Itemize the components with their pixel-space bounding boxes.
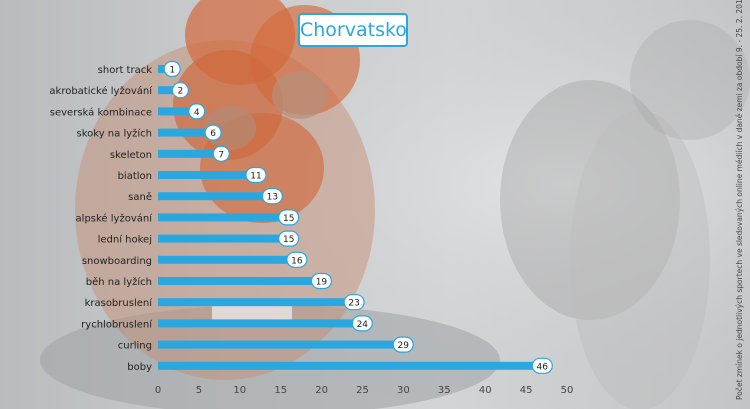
data-label: 11 [250, 172, 261, 182]
bar [158, 86, 175, 95]
value-badge [278, 209, 300, 226]
x-tick-label: 50 [561, 385, 574, 396]
value-badge [171, 82, 189, 99]
value-badge [163, 60, 181, 78]
x-tick-label: 30 [397, 385, 410, 396]
data-label: 1 [169, 66, 175, 76]
data-label: 16 [291, 256, 303, 266]
value-badge [188, 103, 206, 120]
data-label: 19 [316, 278, 328, 288]
category-label: short track [98, 65, 153, 76]
category-label: akrobatické lyžování [49, 85, 153, 97]
bar [158, 128, 208, 137]
data-label: 23 [348, 299, 359, 309]
category-label: severská kombinace [50, 106, 152, 118]
category-label: alpské lyžování [76, 212, 154, 224]
x-tick-label: 35 [438, 385, 451, 396]
bar [158, 192, 265, 201]
bar [158, 298, 347, 307]
bar [158, 65, 167, 73]
bar [158, 107, 191, 116]
bar [158, 149, 216, 158]
bar [158, 234, 281, 243]
bar [158, 171, 248, 179]
x-tick-label: 45 [520, 385, 533, 396]
category-label: curling [118, 341, 152, 352]
x-tick-label: 10 [233, 385, 246, 396]
data-label: 2 [177, 87, 183, 97]
value-badge [212, 145, 230, 162]
data-label: 7 [218, 150, 224, 160]
x-tick-label: 5 [196, 385, 202, 396]
data-label: 15 [283, 214, 294, 224]
bar [158, 277, 314, 285]
value-badge [392, 336, 414, 353]
value-badge [245, 166, 267, 184]
category-label: běh na lyžích [86, 276, 152, 288]
data-label: 29 [397, 341, 409, 351]
x-tick-label: 25 [356, 385, 369, 396]
data-label: 15 [283, 235, 294, 245]
bar [158, 361, 535, 370]
value-badge [531, 357, 553, 374]
category-label: saně [128, 191, 152, 203]
category-label: boby [127, 362, 152, 373]
x-tick-label: 0 [155, 385, 161, 396]
value-badge [204, 124, 222, 141]
data-label: 6 [210, 129, 216, 139]
category-label: rychlobruslení [81, 318, 153, 330]
data-label: 13 [267, 193, 278, 203]
data-label: 46 [537, 362, 549, 372]
category-label: snowboarding [82, 256, 152, 267]
category-label: skeleton [110, 150, 152, 161]
bar [158, 340, 396, 349]
value-badge [351, 315, 373, 332]
category-label: lední hokej [98, 234, 152, 246]
source-annotation: Počet zmínek o jednotlivých sportech ve … [735, 0, 744, 400]
x-tick-label: 40 [479, 385, 492, 396]
chart-title: Chorvatsko [298, 13, 408, 47]
data-label: 4 [194, 108, 200, 118]
category-label: skoky na lyžích [77, 128, 153, 140]
value-badge [286, 251, 308, 268]
category-label: krasobruslení [85, 297, 154, 309]
value-badge [343, 294, 365, 311]
x-tick-label: 20 [315, 385, 328, 396]
category-label: biatlon [118, 171, 152, 182]
bar [158, 319, 355, 328]
bar [158, 255, 289, 264]
value-badge [261, 188, 283, 205]
value-badge [278, 230, 300, 247]
x-tick-label: 15 [274, 385, 287, 396]
bar [158, 213, 281, 222]
data-label: 24 [357, 320, 369, 330]
value-badge [310, 272, 333, 290]
